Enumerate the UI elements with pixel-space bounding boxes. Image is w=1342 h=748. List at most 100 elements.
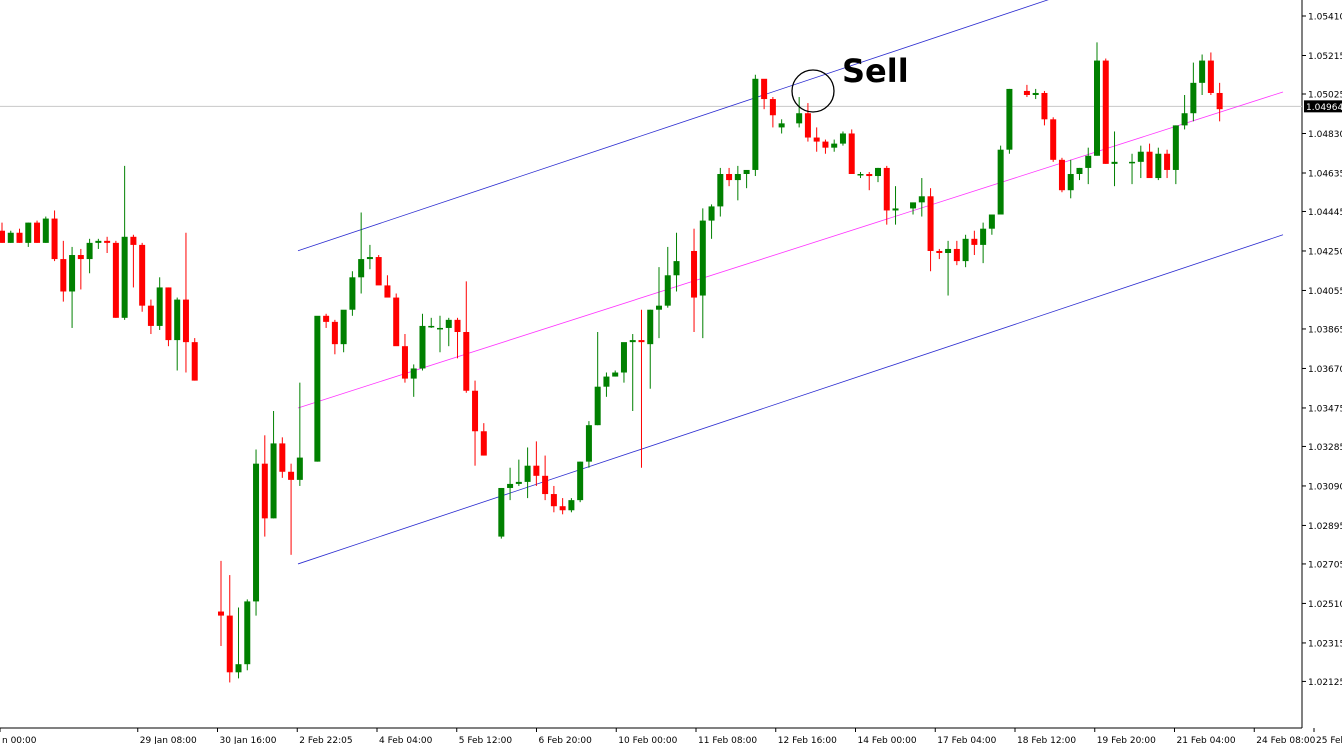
candle-body <box>314 315 321 462</box>
candle-body <box>1094 60 1100 156</box>
y-tick-label: 1.03475 <box>1308 404 1342 414</box>
candle-body <box>331 321 338 345</box>
candle-body <box>568 500 575 511</box>
candle-body <box>945 248 952 253</box>
candle-body <box>550 494 557 507</box>
candle-body <box>734 174 741 181</box>
candle-body <box>918 196 925 203</box>
candle-body <box>296 457 303 480</box>
candle-body <box>980 228 987 245</box>
candle-body <box>279 443 286 472</box>
candle-body <box>1006 88 1013 150</box>
candle-body <box>892 208 899 211</box>
candle-body <box>25 222 32 243</box>
x-tick-label: 5 Feb 12:00 <box>459 736 513 744</box>
upper-channel-line <box>297 0 1049 252</box>
candle-body <box>673 261 680 276</box>
y-tick-label: 1.02315 <box>1308 639 1342 649</box>
candle-body <box>988 214 995 229</box>
lower-channel-line <box>297 234 1284 565</box>
y-tick-label: 1.05215 <box>1308 52 1342 62</box>
candle-body <box>235 664 242 673</box>
candle-body <box>1181 113 1188 126</box>
current-price-label: 1.04964 <box>1306 103 1342 113</box>
candle-body <box>1023 90 1030 95</box>
candle-body <box>182 299 189 343</box>
candle-body <box>401 346 408 379</box>
y-tick-label: 1.05410 <box>1308 13 1342 23</box>
candle-body <box>839 133 846 144</box>
candle-body <box>410 368 417 379</box>
y-tick-label: 1.04635 <box>1308 169 1342 179</box>
candle-body <box>86 242 93 260</box>
candle-body <box>585 425 592 462</box>
candle-body <box>1050 119 1057 160</box>
candle-body <box>218 611 224 616</box>
candle-body <box>419 325 426 369</box>
candle-body <box>997 149 1004 215</box>
y-tick-label: 1.05025 <box>1308 90 1342 100</box>
candle-body <box>498 487 505 537</box>
candle-body <box>822 141 829 148</box>
x-tick-label: 14 Feb 00:00 <box>858 736 917 744</box>
candle-body <box>463 332 470 391</box>
candle-body <box>226 615 233 673</box>
candle-body <box>953 248 960 262</box>
candle-body <box>95 240 102 243</box>
candle-body <box>16 232 23 243</box>
candle-body <box>1102 60 1109 164</box>
candle-body <box>910 202 917 209</box>
candle-body <box>1207 60 1214 93</box>
candle-body <box>866 174 873 177</box>
candle-body <box>761 78 768 100</box>
candle-body <box>971 238 978 245</box>
candle-body <box>428 325 435 328</box>
candle-body <box>559 506 566 511</box>
candle-body <box>1172 125 1179 170</box>
sell-circle <box>791 69 835 113</box>
x-tick-label: 4 Feb 04:00 <box>379 736 433 744</box>
candle-body <box>1129 161 1136 164</box>
y-tick-label: 1.02510 <box>1308 600 1342 610</box>
candle-body <box>542 475 549 495</box>
candle-body <box>472 390 479 432</box>
y-tick-label: 1.04830 <box>1308 130 1342 140</box>
y-tick-label: 1.04055 <box>1308 287 1342 297</box>
candle-body <box>1085 155 1092 168</box>
candle-body <box>384 285 391 298</box>
x-tick-label: n 00:00 <box>2 736 37 744</box>
candle-body <box>191 342 198 381</box>
candle-body <box>726 174 733 181</box>
candle-body <box>664 275 671 306</box>
y-tick-label: 1.03285 <box>1308 443 1342 453</box>
candle-body <box>743 169 750 174</box>
x-tick-label: 10 Feb 00:00 <box>618 736 677 744</box>
candle-body <box>962 238 969 262</box>
candle-body <box>752 78 759 170</box>
candle-body <box>875 167 881 177</box>
candle-body <box>270 443 277 519</box>
candle-body <box>34 222 41 243</box>
y-tick-label: 1.02705 <box>1308 560 1342 570</box>
candle-body <box>147 305 154 326</box>
candle-body <box>1137 151 1144 162</box>
x-tick-label: 17 Feb 04:00 <box>937 736 996 744</box>
candle-body <box>174 299 181 341</box>
x-tick-label: 12 Feb 16:00 <box>778 736 837 744</box>
candle-body <box>927 196 934 251</box>
candle-body <box>691 250 698 298</box>
candle-body <box>515 481 522 484</box>
candle-body <box>253 463 260 602</box>
candle-body <box>796 113 803 124</box>
candle-body <box>77 255 84 260</box>
candle-body <box>375 257 382 286</box>
x-tick-label: 25 Feb 16:00 <box>1316 736 1342 744</box>
candle-body <box>60 259 67 292</box>
candle-body <box>936 250 943 253</box>
candle-body <box>883 167 890 211</box>
candle-body <box>1076 167 1083 174</box>
candle-body <box>524 465 531 482</box>
current-price-box <box>1304 100 1342 113</box>
candle-body <box>507 483 514 488</box>
